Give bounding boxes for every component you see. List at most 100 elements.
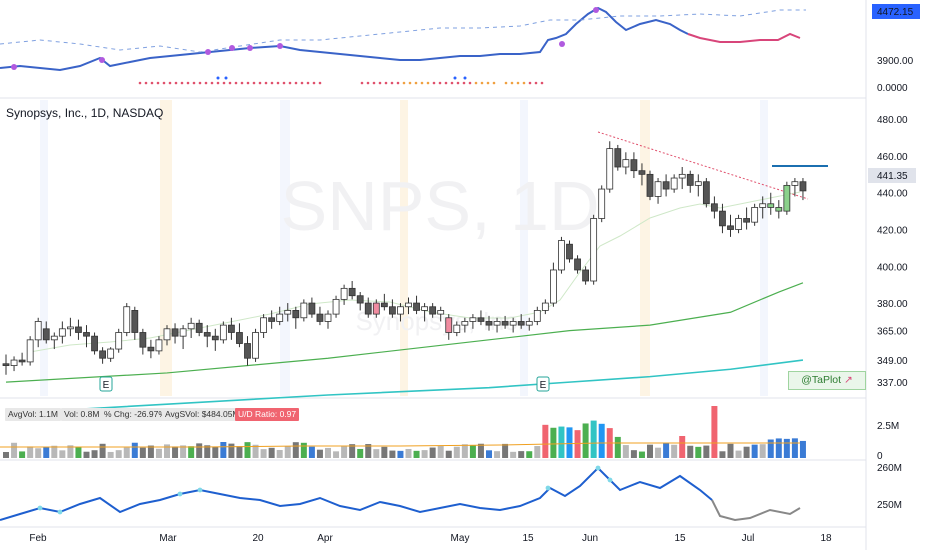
- volume-bar: [284, 446, 291, 458]
- signal-dot: [492, 81, 496, 85]
- candle-body: [2, 363, 10, 366]
- candle-body: [719, 210, 726, 227]
- signal-dot: [468, 81, 472, 85]
- signal-dot: [504, 81, 508, 85]
- highlight-dot: [277, 43, 283, 49]
- pct-change-badge: % Chg: -26.97%: [101, 408, 169, 421]
- highlight-dot: [247, 45, 253, 51]
- volume-bar: [461, 444, 468, 458]
- candle-body: [759, 203, 767, 208]
- top-axis-tick-0: 3900.00: [877, 56, 914, 67]
- signal-dot: [306, 81, 310, 85]
- top-indicator-dash: [0, 9, 806, 53]
- volume-bar: [751, 444, 758, 458]
- time-axis[interactable]: Feb Mar 20 Apr May 15 Jun 15 Jul 18: [29, 533, 832, 544]
- highlight-dot: [593, 7, 599, 13]
- moving-average-line: [5, 282, 804, 383]
- rs-dot: [607, 477, 613, 483]
- time-axis-label: Apr: [317, 533, 333, 544]
- signal-dot: [294, 81, 298, 85]
- volume-bar: [759, 444, 766, 458]
- volume-bar: [719, 451, 726, 458]
- taplot-label[interactable]: @TaPlot ↗: [788, 371, 866, 390]
- signal-dot: [426, 81, 430, 85]
- candle-body: [236, 332, 243, 344]
- candle-body: [751, 207, 759, 223]
- rs-dot: [37, 505, 43, 511]
- time-axis-label: May: [451, 533, 470, 544]
- candle-body: [590, 218, 598, 282]
- volume-bar: [373, 449, 380, 458]
- candle-body: [268, 317, 276, 322]
- candle-body: [509, 321, 517, 326]
- volume-bar: [582, 423, 589, 458]
- candle-body: [83, 332, 90, 337]
- signal-dot: [474, 81, 478, 85]
- volume-bar: [534, 446, 541, 458]
- volume-bar: [11, 442, 18, 458]
- volume-bar: [405, 448, 412, 458]
- volume-bar: [236, 446, 243, 458]
- candle-body: [34, 321, 42, 341]
- signal-dot: [480, 81, 484, 85]
- volume-bar: [663, 442, 670, 458]
- volume-bar: [180, 445, 187, 458]
- signal-dot: [174, 81, 178, 85]
- candle-body: [99, 350, 106, 359]
- signal-dot: [462, 81, 466, 85]
- candle-body: [453, 324, 461, 333]
- volume-bar: [292, 442, 299, 458]
- rs-dot: [57, 509, 63, 515]
- svg-text:441.35: 441.35: [877, 171, 908, 182]
- signal-dot: [138, 81, 142, 85]
- shade-band: [280, 100, 290, 396]
- svg-text:E: E: [103, 380, 110, 391]
- volume-bar: [155, 448, 162, 458]
- time-axis-label: 20: [252, 533, 264, 544]
- signal-dot: [186, 81, 190, 85]
- candle-body: [421, 306, 429, 311]
- candle-body: [517, 321, 525, 326]
- volume-bar: [486, 450, 492, 458]
- candle-body: [413, 302, 420, 311]
- candle-body: [550, 269, 557, 304]
- highlight-dot: [99, 57, 105, 63]
- volume-bar: [638, 451, 645, 458]
- volume-bar: [107, 451, 114, 458]
- price-axis[interactable]: 480.00 460.00 440.00 420.00 400.00 380.00 365.…: [877, 115, 908, 389]
- rs-dot: [197, 487, 203, 493]
- volume-bar: [131, 442, 138, 458]
- volume-bar: [743, 446, 750, 458]
- top-indicator-panel: [0, 6, 806, 85]
- volume-bar: [389, 450, 396, 458]
- volume-bar: [99, 443, 106, 458]
- volume-bar: [139, 447, 146, 458]
- chart-trend-icon: ↗: [843, 374, 853, 386]
- rs-dot: [545, 485, 551, 491]
- earnings-marker-feb[interactable]: E: [99, 376, 113, 392]
- candle-body: [139, 332, 147, 348]
- volume-bar: [437, 446, 444, 458]
- signal-dot: [222, 81, 226, 85]
- signal-dot: [444, 81, 448, 85]
- volume-bar: [188, 446, 195, 458]
- candle-body: [405, 302, 412, 308]
- volume-bar: [590, 420, 597, 458]
- signal-dot: [438, 81, 442, 85]
- candle-body: [155, 339, 163, 352]
- rs-dot: [595, 465, 601, 471]
- signal-dot-blue: [224, 76, 228, 80]
- earnings-marker-may[interactable]: E: [536, 376, 550, 392]
- price-axis-tick: 380.00: [877, 299, 908, 310]
- relative-strength-line-grey: [711, 499, 801, 522]
- volume-bar: [453, 446, 460, 458]
- signal-dot: [372, 81, 376, 85]
- candle-body: [67, 326, 74, 330]
- candle-body: [316, 313, 324, 322]
- volume-bar: [671, 444, 678, 458]
- volume-bar: [542, 424, 549, 458]
- candle-body: [252, 332, 259, 359]
- volume-bar: [333, 451, 340, 458]
- signal-dot-blue: [453, 76, 457, 80]
